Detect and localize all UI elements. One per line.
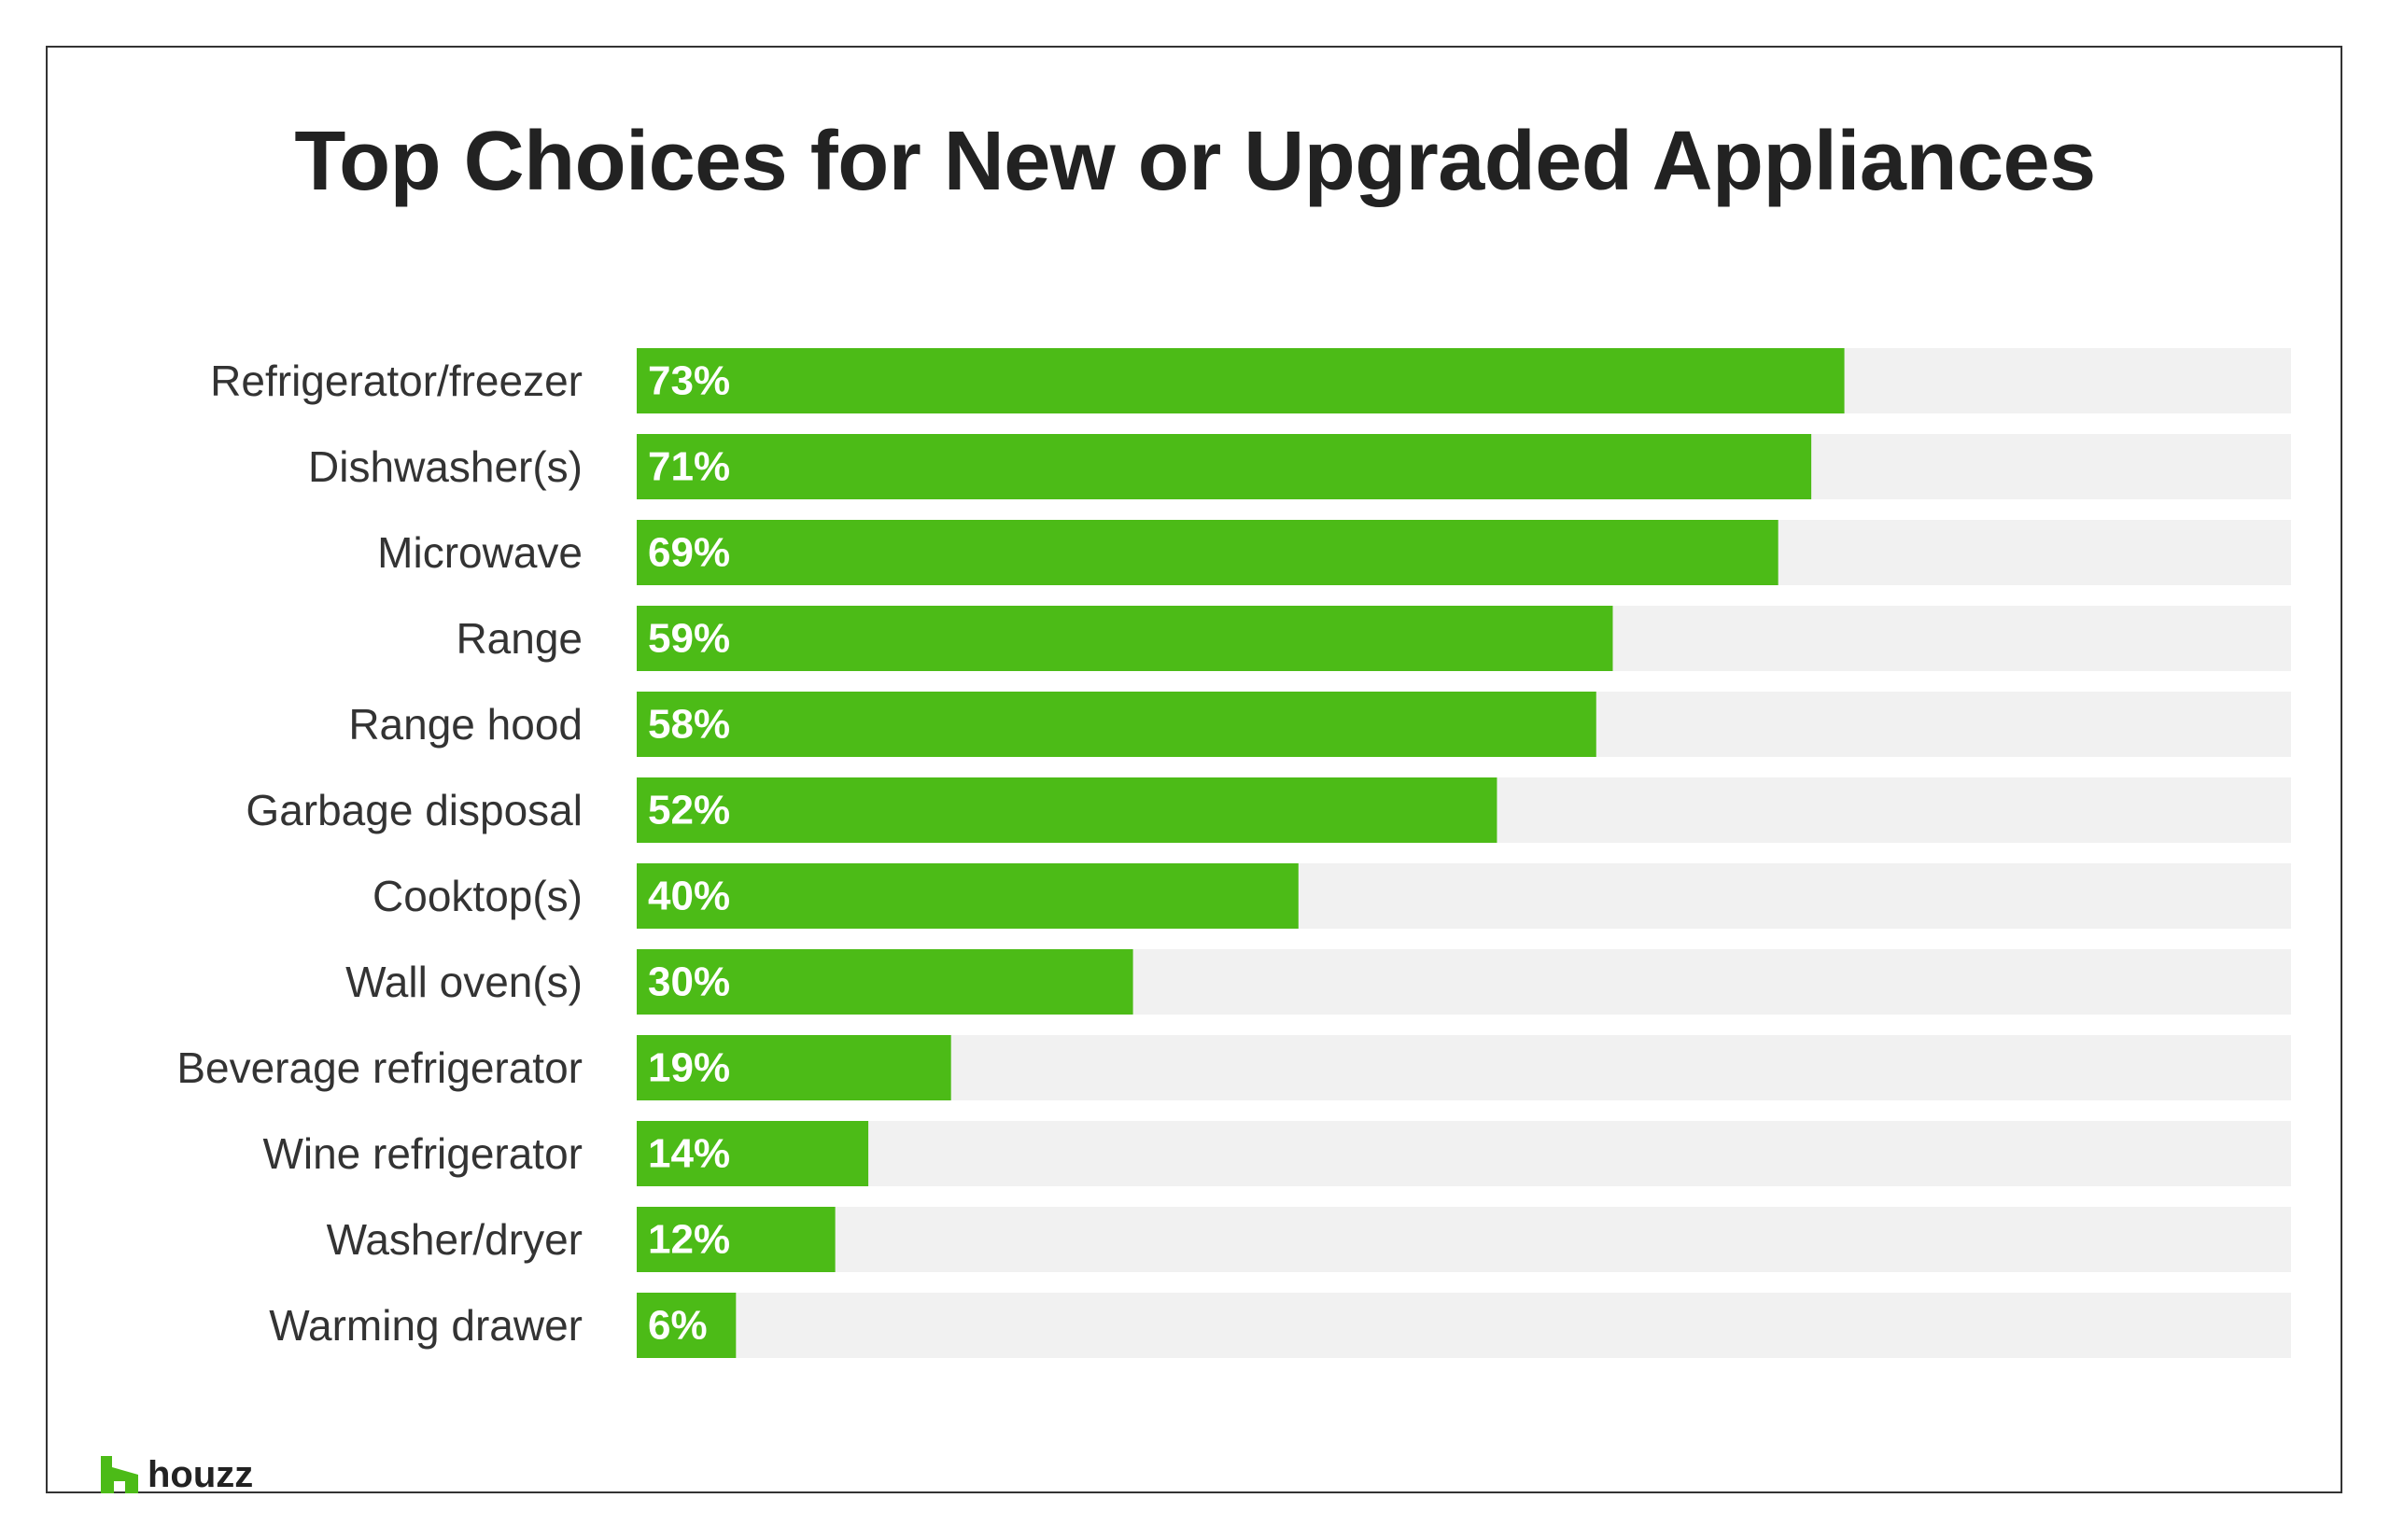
- houzz-logo-text: houzz: [148, 1454, 254, 1495]
- category-label: Range: [456, 614, 583, 663]
- bar: [637, 949, 1133, 1015]
- bar: [637, 1121, 869, 1186]
- bar: [637, 1293, 737, 1358]
- value-label: 58%: [648, 702, 730, 748]
- category-label: Microwave: [377, 528, 583, 577]
- bar: [637, 606, 1613, 671]
- category-label: Wall oven(s): [345, 958, 583, 1006]
- bar: [637, 434, 1812, 499]
- category-label: Beverage refrigerator: [176, 1043, 583, 1092]
- bar: [637, 348, 1845, 413]
- bar: [637, 1207, 836, 1272]
- value-label: 71%: [648, 444, 730, 490]
- bar: [637, 863, 1299, 929]
- houzz-logo: houzz: [101, 1452, 253, 1493]
- bar-track: [637, 1207, 2291, 1272]
- value-label: 40%: [648, 874, 730, 919]
- category-label: Range hood: [348, 700, 583, 749]
- bar: [637, 520, 1778, 585]
- bar: [637, 1035, 951, 1100]
- value-label: 6%: [648, 1303, 708, 1349]
- value-label: 73%: [648, 358, 730, 404]
- value-label: 19%: [648, 1045, 730, 1091]
- category-label: Garbage disposal: [246, 786, 583, 834]
- value-label: 52%: [648, 788, 730, 833]
- chart-title: Top Choices for New or Upgraded Applianc…: [294, 115, 2096, 208]
- category-label: Cooktop(s): [373, 872, 583, 920]
- value-label: 14%: [648, 1131, 730, 1177]
- category-label: Dishwasher(s): [308, 442, 583, 491]
- category-label: Warming drawer: [269, 1301, 583, 1350]
- bar: [637, 692, 1596, 757]
- bar-track: [637, 1121, 2291, 1186]
- category-label: Washer/dryer: [327, 1215, 583, 1264]
- bar-track: [637, 1293, 2291, 1358]
- value-label: 30%: [648, 959, 730, 1005]
- category-label: Refrigerator/freezer: [210, 357, 583, 405]
- bar: [637, 777, 1497, 843]
- value-label: 69%: [648, 530, 730, 576]
- value-label: 59%: [648, 616, 730, 662]
- value-label: 12%: [648, 1217, 730, 1263]
- houzz-logo-icon: [101, 1456, 138, 1493]
- category-label: Wine refrigerator: [262, 1129, 583, 1178]
